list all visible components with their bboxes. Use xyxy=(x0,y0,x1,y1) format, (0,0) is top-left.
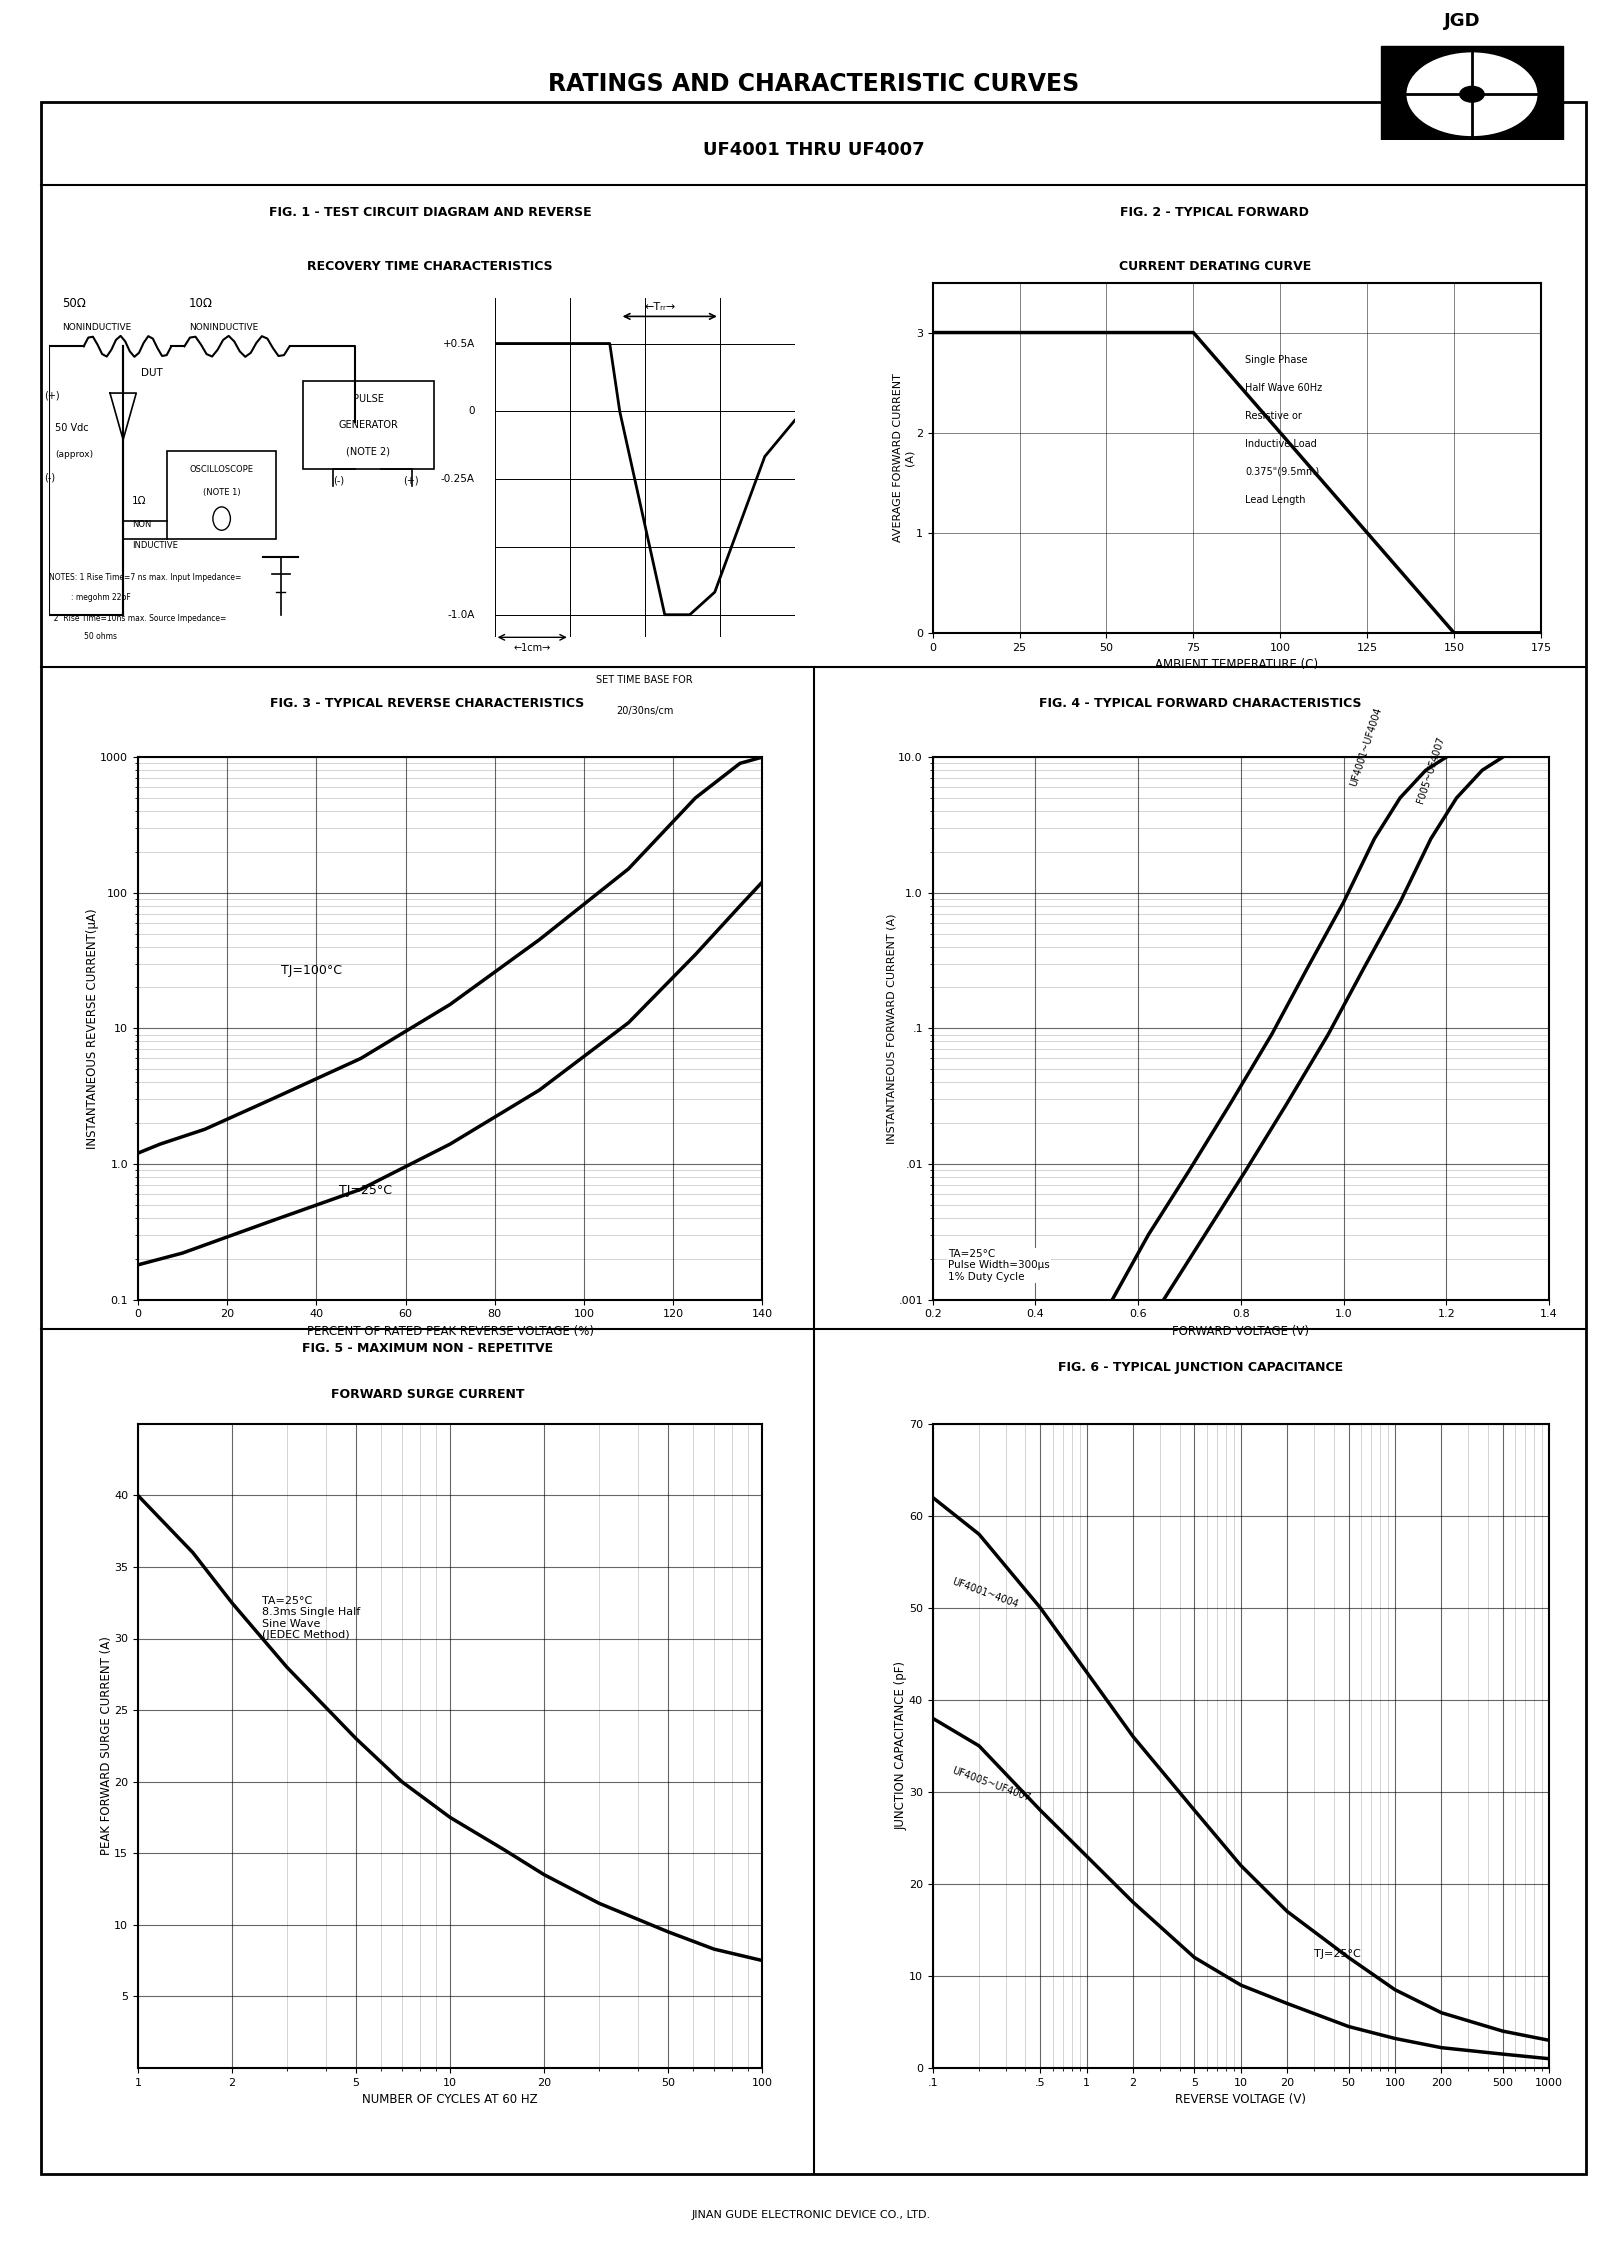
Text: (+): (+) xyxy=(404,475,418,486)
Text: Inductive Load: Inductive Load xyxy=(1246,438,1317,450)
Text: FIG. 1 - TEST CIRCUIT DIAGRAM AND REVERSE: FIG. 1 - TEST CIRCUIT DIAGRAM AND REVERS… xyxy=(269,206,590,219)
Text: ←Tᵣᵣ→: ←Tᵣᵣ→ xyxy=(644,301,675,312)
Text: -1.0A: -1.0A xyxy=(448,610,475,619)
X-axis label: FORWARD VOLTAGE (V): FORWARD VOLTAGE (V) xyxy=(1173,1324,1309,1338)
Text: GENERATOR: GENERATOR xyxy=(339,420,399,429)
Text: FORWARD SURGE CURRENT: FORWARD SURGE CURRENT xyxy=(331,1388,524,1401)
Text: JGD: JGD xyxy=(1444,11,1481,29)
Bar xyxy=(303,382,435,470)
Text: CURRENT DERATING CURVE: CURRENT DERATING CURVE xyxy=(1119,260,1311,273)
Text: Lead Length: Lead Length xyxy=(1246,495,1306,504)
Text: NOTES: 1 Rise Time=7 ns max. Input Impedance=: NOTES: 1 Rise Time=7 ns max. Input Imped… xyxy=(49,572,242,581)
Text: SET TIME BASE FOR: SET TIME BASE FOR xyxy=(597,673,693,685)
Text: TJ=25°C: TJ=25°C xyxy=(1314,1950,1361,1959)
Text: OSCILLOSCOPE: OSCILLOSCOPE xyxy=(190,466,253,475)
Text: -0.25A: -0.25A xyxy=(441,475,475,484)
Text: (+): (+) xyxy=(44,391,60,400)
X-axis label: NUMBER OF CYCLES AT 60 HZ: NUMBER OF CYCLES AT 60 HZ xyxy=(362,2093,539,2106)
Text: RECOVERY TIME CHARACTERISTICS: RECOVERY TIME CHARACTERISTICS xyxy=(307,260,553,273)
Text: (NOTE 1): (NOTE 1) xyxy=(203,488,240,497)
Text: FIG. 3 - TYPICAL REVERSE CHARACTERISTICS: FIG. 3 - TYPICAL REVERSE CHARACTERISTICS xyxy=(271,698,584,710)
Text: TA=25°C
8.3ms Single Half
Sine Wave
(JEDEC Method): TA=25°C 8.3ms Single Half Sine Wave (JED… xyxy=(263,1596,360,1641)
Text: TJ=25°C: TJ=25°C xyxy=(339,1184,391,1198)
Text: Resistive or: Resistive or xyxy=(1246,411,1302,420)
Text: PULSE: PULSE xyxy=(354,393,384,405)
Text: 50 ohms: 50 ohms xyxy=(84,633,117,642)
Text: : megohm 22pF: : megohm 22pF xyxy=(71,594,130,603)
Text: (-): (-) xyxy=(44,472,55,484)
Text: NON: NON xyxy=(131,520,151,529)
Text: 20/30ns/cm: 20/30ns/cm xyxy=(616,705,673,716)
Text: (approx): (approx) xyxy=(55,450,94,459)
Text: UF4001 THRU UF4007: UF4001 THRU UF4007 xyxy=(702,140,925,158)
Text: NONINDUCTIVE: NONINDUCTIVE xyxy=(188,323,258,332)
Text: 10Ω: 10Ω xyxy=(188,296,212,310)
Text: F005~UF4007: F005~UF4007 xyxy=(1416,734,1447,805)
Text: TJ=100°C: TJ=100°C xyxy=(281,965,342,976)
X-axis label: AMBIENT TEMPERATURE (C): AMBIENT TEMPERATURE (C) xyxy=(1155,658,1319,671)
Text: FIG. 4 - TYPICAL FORWARD CHARACTERISTICS: FIG. 4 - TYPICAL FORWARD CHARACTERISTICS xyxy=(1040,698,1361,710)
Text: 2  Rise Time=10ns max. Source Impedance=: 2 Rise Time=10ns max. Source Impedance= xyxy=(49,615,225,624)
Bar xyxy=(1380,45,1564,140)
Text: (-): (-) xyxy=(334,475,344,486)
Text: INDUCTIVE: INDUCTIVE xyxy=(131,540,178,549)
Text: 1Ω: 1Ω xyxy=(131,495,146,506)
Text: DUT: DUT xyxy=(141,368,162,377)
Y-axis label: INSTANTANEOUS FORWARD CURRENT (A): INSTANTANEOUS FORWARD CURRENT (A) xyxy=(887,913,897,1144)
Text: Single Phase: Single Phase xyxy=(1246,355,1307,364)
Text: UF4001~4004: UF4001~4004 xyxy=(950,1577,1019,1609)
Text: UF4001~UF4004: UF4001~UF4004 xyxy=(1350,705,1384,786)
Y-axis label: JUNCTION CAPACITANCE (pF): JUNCTION CAPACITANCE (pF) xyxy=(894,1661,907,1831)
Text: FIG. 6 - TYPICAL JUNCTION CAPACITANCE: FIG. 6 - TYPICAL JUNCTION CAPACITANCE xyxy=(1058,1361,1343,1374)
Bar xyxy=(167,452,276,540)
Text: Half Wave 60Hz: Half Wave 60Hz xyxy=(1246,382,1322,393)
Text: NONINDUCTIVE: NONINDUCTIVE xyxy=(62,323,131,332)
Text: 0: 0 xyxy=(469,407,475,416)
Y-axis label: INSTANTANEOUS REVERSE CURRENT(μA): INSTANTANEOUS REVERSE CURRENT(μA) xyxy=(86,909,99,1148)
Text: 50Ω: 50Ω xyxy=(62,296,86,310)
Text: +0.5A: +0.5A xyxy=(443,339,475,348)
Text: 50 Vdc: 50 Vdc xyxy=(55,423,89,434)
Text: FIG. 5 - MAXIMUM NON - REPETITVE: FIG. 5 - MAXIMUM NON - REPETITVE xyxy=(302,1342,553,1354)
Text: (NOTE 2): (NOTE 2) xyxy=(347,447,391,457)
Text: RATINGS AND CHARACTERISTIC CURVES: RATINGS AND CHARACTERISTIC CURVES xyxy=(548,72,1079,95)
Text: UF4005~UF4007: UF4005~UF4007 xyxy=(950,1765,1032,1803)
Y-axis label: AVERAGE FORWARD CURRENT
(A): AVERAGE FORWARD CURRENT (A) xyxy=(892,373,915,542)
Circle shape xyxy=(1460,86,1484,102)
Text: JINAN GUDE ELECTRONIC DEVICE CO., LTD.: JINAN GUDE ELECTRONIC DEVICE CO., LTD. xyxy=(691,2210,931,2219)
Text: 0.375"(9.5mm): 0.375"(9.5mm) xyxy=(1246,466,1320,477)
Text: ←1cm→: ←1cm→ xyxy=(514,642,551,653)
Text: FIG. 2 - TYPICAL FORWARD: FIG. 2 - TYPICAL FORWARD xyxy=(1121,206,1309,219)
Circle shape xyxy=(1405,52,1539,138)
Y-axis label: PEAK FORWARD SURGE CURRENT (A): PEAK FORWARD SURGE CURRENT (A) xyxy=(99,1636,112,1855)
X-axis label: REVERSE VOLTAGE (V): REVERSE VOLTAGE (V) xyxy=(1176,2093,1306,2106)
Text: TA=25°C
Pulse Width=300μs
1% Duty Cycle: TA=25°C Pulse Width=300μs 1% Duty Cycle xyxy=(947,1248,1049,1281)
X-axis label: PERCENT OF RATED PEAK REVERSE VOLTAGE (%): PERCENT OF RATED PEAK REVERSE VOLTAGE (%… xyxy=(307,1324,594,1338)
